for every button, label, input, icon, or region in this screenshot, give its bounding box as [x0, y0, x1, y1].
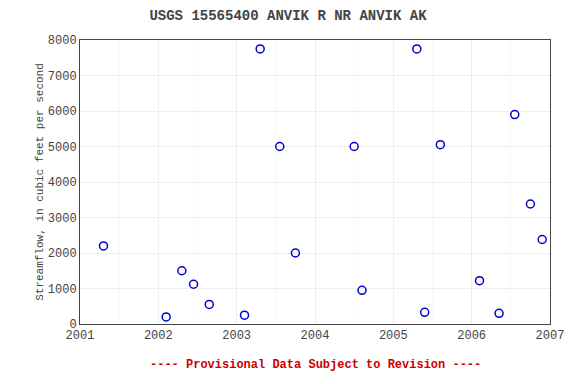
svg-text:4000: 4000: [48, 176, 77, 190]
svg-text:2004: 2004: [301, 329, 330, 343]
svg-text:2005: 2005: [379, 329, 408, 343]
svg-text:0: 0: [69, 318, 76, 332]
svg-text:2000: 2000: [48, 247, 77, 261]
svg-text:8000: 8000: [48, 34, 77, 48]
svg-text:2006: 2006: [457, 329, 486, 343]
svg-text:---- Provisional Data Subject: ---- Provisional Data Subject to Revisio…: [150, 358, 481, 372]
svg-text:USGS 15565400 ANVIK R NR ANVIK: USGS 15565400 ANVIK R NR ANVIK AK: [149, 8, 427, 24]
svg-text:7000: 7000: [48, 70, 77, 84]
svg-text:1000: 1000: [48, 283, 77, 297]
svg-text:Streamflow, in cubic feet per: Streamflow, in cubic feet per second: [34, 63, 46, 301]
svg-text:2002: 2002: [144, 329, 173, 343]
svg-text:2003: 2003: [222, 329, 251, 343]
svg-text:3000: 3000: [48, 212, 77, 226]
svg-text:6000: 6000: [48, 105, 77, 119]
svg-text:2007: 2007: [536, 329, 565, 343]
svg-text:5000: 5000: [48, 141, 77, 155]
svg-text:2001: 2001: [66, 329, 95, 343]
